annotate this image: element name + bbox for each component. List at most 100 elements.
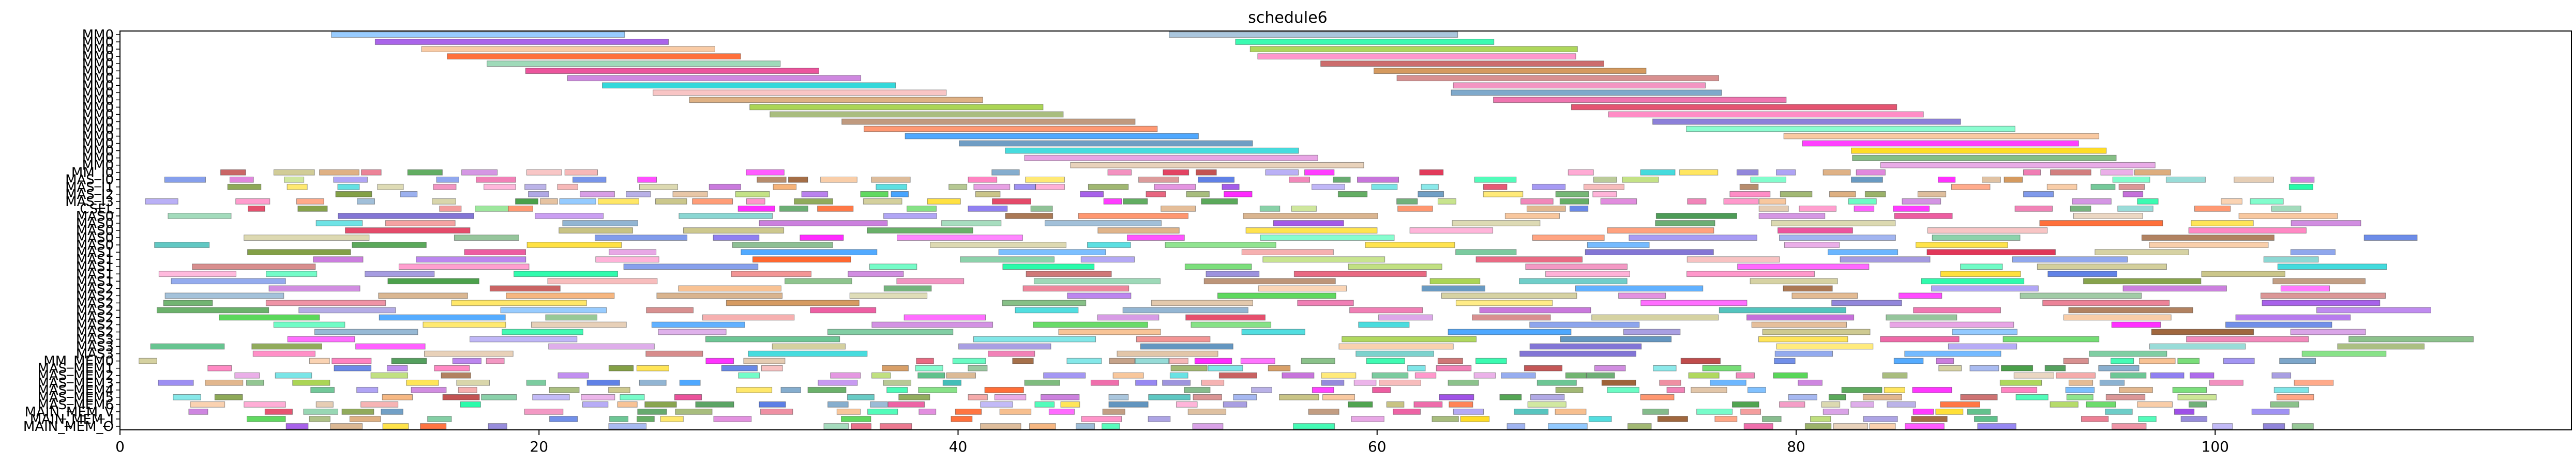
task-bar — [1774, 358, 1796, 364]
task-bar — [1475, 256, 1583, 262]
task-bar — [1629, 235, 1757, 241]
task-bar — [379, 314, 506, 321]
task-bar — [1777, 227, 1853, 234]
task-bar — [514, 271, 618, 277]
task-bar — [1148, 416, 1171, 422]
task-bar — [1308, 409, 1339, 415]
y-tick-label: MM0 — [82, 85, 114, 101]
task-bar — [705, 336, 840, 343]
task-bar — [1198, 176, 1234, 183]
task-bar — [1041, 394, 1080, 400]
task-bar — [1260, 235, 1395, 241]
task-bar — [1856, 169, 1886, 176]
y-tick-label: MAS_MEM4 — [37, 383, 114, 398]
task-bar — [639, 379, 667, 386]
task-bar — [1282, 372, 1315, 379]
task-bar — [1109, 358, 1135, 364]
task-bar — [823, 423, 849, 429]
task-bar — [1348, 401, 1373, 408]
task-bar — [1584, 183, 1624, 190]
task-bar — [1628, 423, 1652, 429]
task-bar — [849, 292, 928, 299]
task-bar — [487, 60, 781, 67]
task-bar — [1192, 423, 1224, 429]
task-bar — [1938, 365, 1962, 371]
y-tick-label: MAIN_MEM_O — [23, 419, 114, 435]
task-bar — [626, 191, 651, 197]
task-bar — [1882, 372, 1908, 379]
task-bar — [296, 198, 324, 205]
task-bar — [1217, 292, 1336, 299]
task-bar — [1821, 401, 1841, 408]
task-bar — [580, 191, 615, 197]
task-bar — [1640, 169, 1676, 176]
task-bar — [526, 242, 622, 248]
task-bar — [639, 183, 679, 190]
task-bar — [319, 169, 359, 176]
task-bar — [1088, 183, 1129, 190]
task-bar — [897, 235, 1023, 241]
task-bar — [436, 176, 459, 183]
task-bar — [266, 271, 318, 277]
task-bar — [442, 394, 480, 400]
task-bar — [736, 386, 773, 393]
task-bar — [959, 140, 1253, 147]
task-bar — [1905, 423, 1945, 429]
task-bar — [1067, 292, 1132, 299]
task-bar — [524, 183, 547, 190]
task-bar — [896, 278, 965, 285]
task-bar — [1035, 183, 1065, 190]
task-bar — [1841, 386, 1882, 393]
y-tick-label: MAS3 — [76, 332, 114, 348]
task-bar — [154, 242, 210, 248]
task-bar — [297, 206, 328, 212]
y-tick-label: MAS1 — [76, 274, 114, 289]
task-bar — [1241, 329, 1305, 335]
task-bar — [2003, 176, 2023, 183]
task-bar — [1355, 350, 1434, 357]
y-tick-label: MM0 — [82, 151, 114, 166]
task-bar — [1586, 372, 1615, 379]
task-bar — [489, 285, 561, 292]
task-bar — [1940, 401, 1980, 408]
task-bar — [545, 314, 597, 321]
task-bar — [508, 206, 533, 212]
task-bar — [1235, 39, 1495, 45]
task-bar — [1322, 394, 1355, 400]
task-bar — [968, 206, 1008, 212]
task-bar — [1409, 227, 1494, 234]
task-bar — [658, 329, 727, 335]
y-tick-label: MM0 — [82, 49, 114, 65]
task-bar — [452, 358, 481, 364]
task-bar — [1097, 314, 1159, 321]
task-bar — [827, 329, 954, 335]
task-bar — [158, 271, 236, 277]
task-bar — [2090, 183, 2116, 190]
task-bar — [1005, 213, 1053, 219]
task-bar — [942, 379, 961, 386]
task-bar — [1748, 386, 1766, 393]
task-bar — [1251, 386, 1272, 393]
task-bar — [1652, 118, 1961, 125]
task-bar — [788, 176, 808, 183]
task-bar — [1358, 321, 1410, 328]
task-bar — [1030, 206, 1053, 212]
task-bar — [292, 379, 330, 386]
task-bar — [1243, 213, 1378, 219]
task-bar — [2014, 206, 2053, 212]
task-bar — [341, 409, 374, 415]
task-bar — [905, 133, 1199, 140]
task-bar — [2279, 358, 2316, 364]
task-bar — [1170, 365, 1208, 371]
task-bar — [2316, 307, 2431, 314]
task-bar — [2291, 176, 2315, 183]
task-bar — [1948, 343, 2017, 350]
task-bar — [547, 278, 658, 285]
task-bar — [1191, 321, 1272, 328]
task-bar — [2122, 285, 2227, 292]
task-bar — [273, 321, 345, 328]
task-bar — [1710, 379, 1746, 386]
task-bar — [2037, 264, 2167, 270]
x-tick-label: 60 — [1368, 438, 1387, 455]
task-bar — [539, 198, 558, 205]
